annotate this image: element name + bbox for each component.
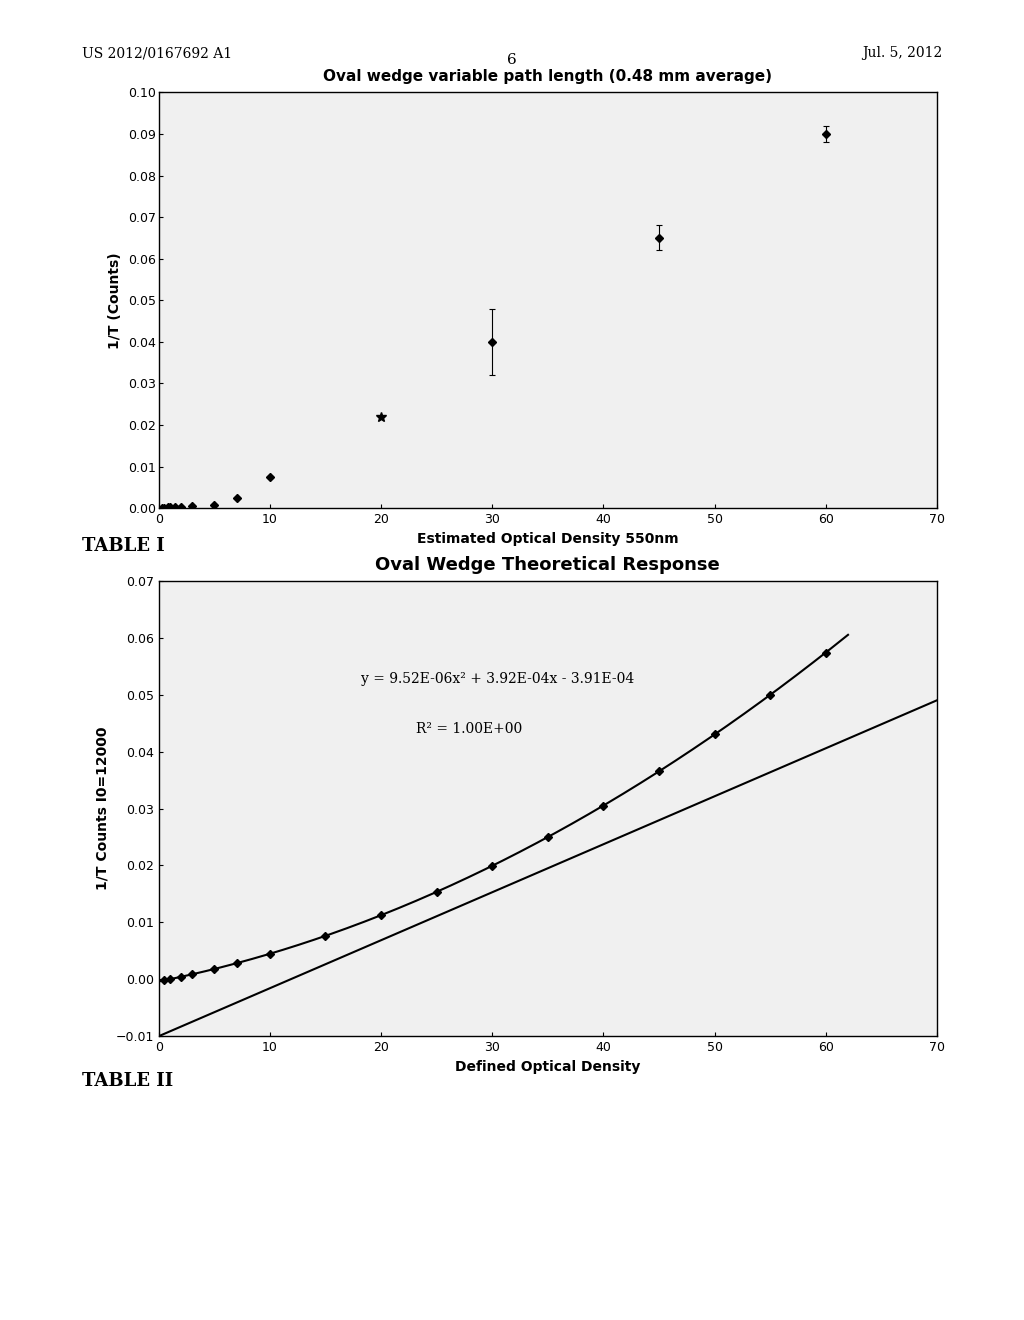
Text: R² = 1.00E+00: R² = 1.00E+00 (416, 722, 522, 737)
Text: TABLE II: TABLE II (82, 1072, 173, 1090)
X-axis label: Defined Optical Density: Defined Optical Density (455, 1060, 641, 1073)
Title: Oval Wedge Theoretical Response: Oval Wedge Theoretical Response (376, 556, 720, 574)
Text: US 2012/0167692 A1: US 2012/0167692 A1 (82, 46, 232, 61)
X-axis label: Estimated Optical Density 550nm: Estimated Optical Density 550nm (417, 532, 679, 545)
Text: y = 9.52E-06x² + 3.92E-04x - 3.91E-04: y = 9.52E-06x² + 3.92E-04x - 3.91E-04 (361, 672, 634, 686)
Text: TABLE I: TABLE I (82, 537, 165, 556)
Text: Jul. 5, 2012: Jul. 5, 2012 (862, 46, 942, 61)
Y-axis label: 1/T Counts I0=12000: 1/T Counts I0=12000 (96, 727, 110, 890)
Text: 6: 6 (507, 53, 517, 67)
Title: Oval wedge variable path length (0.48 mm average): Oval wedge variable path length (0.48 mm… (324, 69, 772, 84)
Y-axis label: 1/T (Counts): 1/T (Counts) (109, 252, 123, 348)
